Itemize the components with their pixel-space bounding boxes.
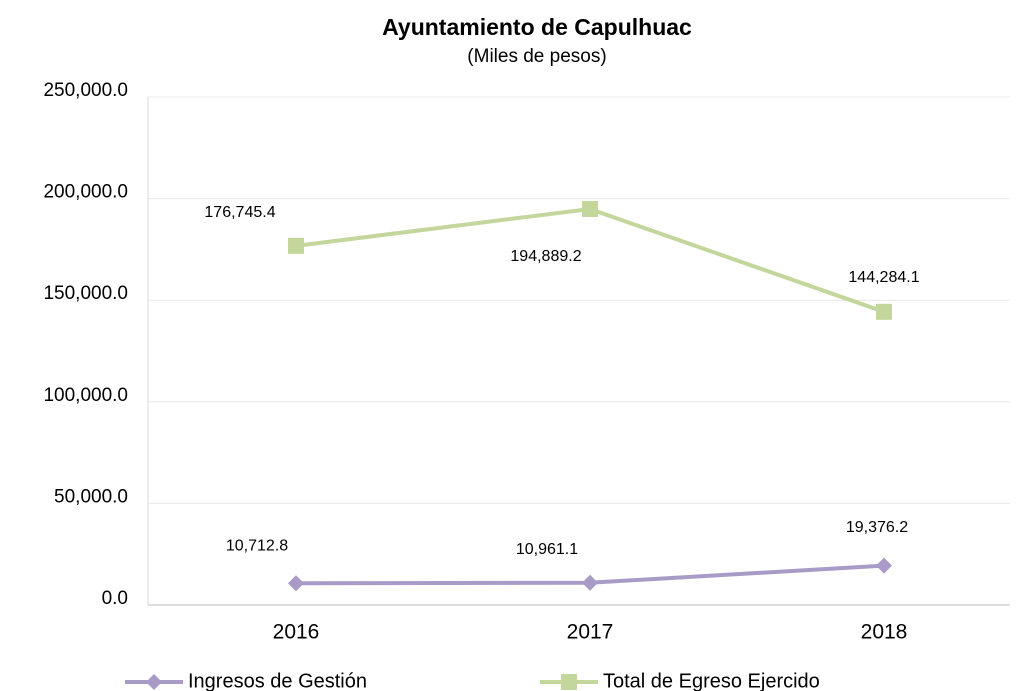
- y-tick-label: 100,000.0: [43, 385, 128, 406]
- y-tick-label: 50,000.0: [54, 486, 128, 507]
- marker: [582, 574, 598, 591]
- marker: [288, 575, 304, 592]
- data-label: 10,712.8: [226, 537, 288, 554]
- marker: [876, 557, 892, 574]
- marker: [876, 303, 892, 320]
- x-tick-label: 2018: [861, 621, 908, 644]
- data-label: 144,284.1: [848, 269, 919, 286]
- marker: [288, 237, 304, 254]
- marker: [561, 674, 577, 690]
- chart-subtitle: (Miles de pesos): [467, 46, 606, 67]
- y-tick-label: 200,000.0: [43, 182, 128, 203]
- y-tick-label: 250,000.0: [43, 80, 128, 101]
- legend-label: Total de Egreso Ejercido: [603, 670, 820, 691]
- data-label: 176,745.4: [204, 204, 275, 221]
- x-tick-label: 2016: [273, 621, 320, 644]
- data-label: 194,889.2: [510, 248, 581, 265]
- series-line: [295, 206, 885, 314]
- y-tick-label: 150,000.0: [43, 283, 128, 304]
- chart-title: Ayuntamiento de Capulhuac: [382, 14, 692, 40]
- y-tick-label: 0.0: [102, 588, 128, 609]
- marker: [582, 200, 598, 217]
- data-label: 10,961.1: [516, 541, 578, 558]
- legend-label: Ingresos de Gestión: [188, 670, 367, 691]
- marker: [146, 674, 162, 690]
- x-tick-label: 2017: [567, 621, 614, 644]
- data-label: 19,376.2: [846, 519, 908, 536]
